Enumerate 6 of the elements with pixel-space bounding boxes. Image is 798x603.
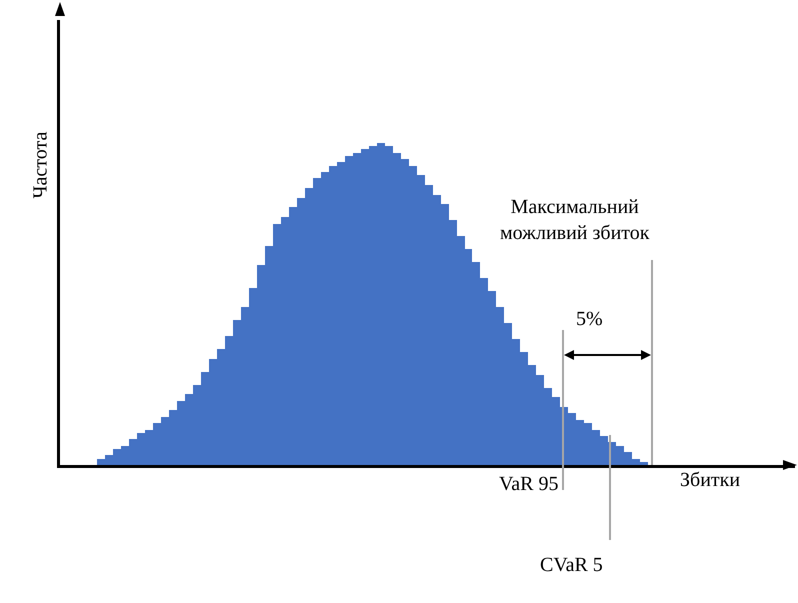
annotation: 5%: [576, 308, 603, 330]
text: VaR 95: [499, 473, 558, 495]
x-axis-title: Збитки: [680, 469, 740, 491]
annotation: Максимальний можливий збиток: [500, 196, 650, 244]
y-axis-title: Частота: [30, 132, 52, 198]
text: CVaR 5: [540, 554, 603, 576]
